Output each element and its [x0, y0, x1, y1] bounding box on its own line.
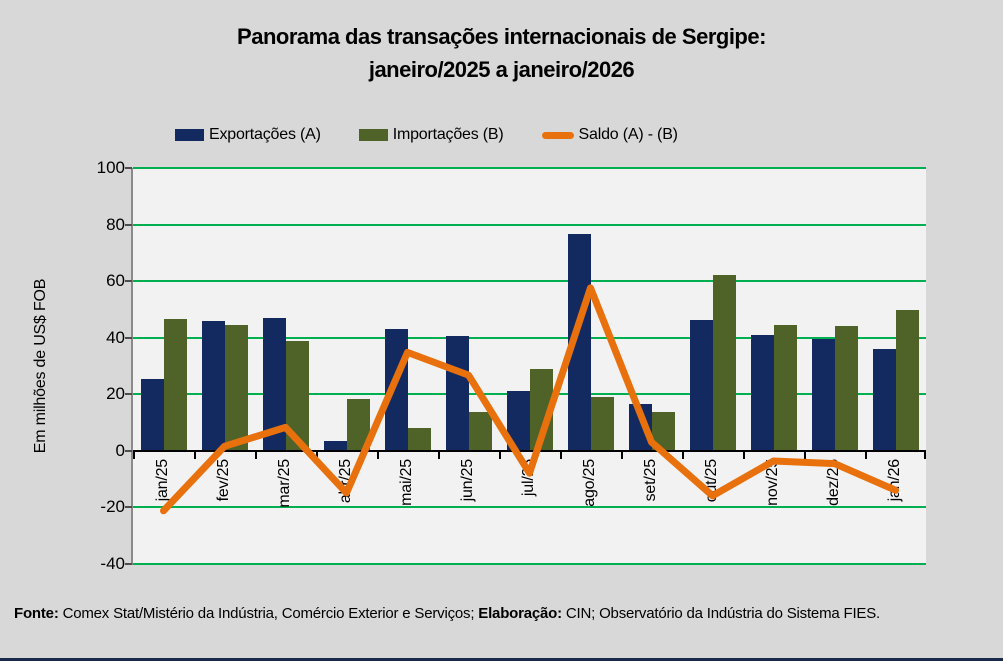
bar-importacoes-dez-25	[835, 326, 858, 450]
bar-importacoes-out-25	[713, 275, 736, 451]
bar-exportacoes-abr-25	[324, 441, 347, 451]
bar-exportacoes-out-25	[690, 320, 713, 451]
x-axis-tick	[865, 450, 867, 459]
bar-exportacoes-fev-25	[202, 321, 225, 451]
bar-exportacoes-set-25	[629, 404, 652, 451]
importacoes-swatch	[358, 129, 388, 141]
bar-importacoes-mar-25	[286, 341, 309, 450]
gridline-100	[133, 167, 926, 169]
bar-importacoes-mai-25	[408, 428, 431, 451]
saldo-polyline	[160, 284, 899, 515]
legend-label-saldo: Saldo (A) - (B)	[578, 126, 678, 143]
x-axis-line	[133, 450, 926, 452]
bar-exportacoes-mar-25	[263, 318, 286, 451]
y-axis-tick-label-60: 60	[106, 271, 125, 291]
y-axis-tick	[125, 336, 132, 339]
y-axis-tick-label-40: 40	[106, 327, 125, 347]
chart-title: Panorama das transações internacionais d…	[0, 20, 1003, 86]
y-axis-tick	[125, 223, 132, 226]
bar-exportacoes-jan-26	[873, 349, 896, 451]
bar-importacoes-ago-25	[591, 397, 614, 450]
bar-exportacoes-jan-25	[141, 379, 164, 451]
y-axis-tick	[125, 449, 132, 452]
legend-item-saldo: Saldo (A) - (B)	[541, 126, 678, 144]
gridline-60	[133, 280, 926, 282]
bar-exportacoes-ago-25	[568, 234, 591, 450]
x-axis-tick	[316, 450, 318, 459]
source-note: Fonte: Comex Stat/Mistério da Indústria,…	[14, 602, 992, 625]
x-axis-tick	[621, 450, 623, 459]
source-label: Fonte:	[14, 605, 59, 622]
x-axis-tick	[499, 450, 501, 459]
bar-importacoes-fev-25	[225, 325, 248, 451]
bar-exportacoes-jun-25	[446, 336, 469, 451]
bar-exportacoes-dez-25	[812, 339, 835, 451]
y-axis-tick-label--40: -40	[100, 554, 125, 573]
legend: Exportações (A) Importações (B) Saldo (A…	[175, 124, 678, 146]
legend-item-importacoes: Importações (B)	[358, 126, 504, 144]
bar-exportacoes-nov-25	[751, 335, 774, 451]
x-axis-tick	[194, 450, 196, 459]
x-axis-tick	[133, 450, 135, 459]
bar-importacoes-jan-25	[164, 319, 187, 451]
gridline--20	[133, 506, 926, 508]
y-axis-tick	[125, 506, 132, 509]
y-axis-line	[131, 168, 133, 565]
elaboration-text: CIN; Observatório da Indústria do Sistem…	[561, 605, 880, 622]
y-axis-tick	[125, 167, 132, 169]
chart-title-line1: Panorama das transações internacionais d…	[237, 24, 766, 49]
y-axis-tick-label-100: 100	[96, 158, 125, 177]
elaboration-label: Elaboração:	[478, 605, 562, 622]
y-axis-tick	[125, 393, 132, 396]
x-axis-tick	[924, 450, 926, 459]
saldo-line	[160, 284, 899, 515]
gridline-80	[133, 224, 926, 226]
gridline-40	[133, 337, 926, 339]
x-axis-tick	[743, 450, 745, 459]
x-axis-tick	[377, 450, 379, 459]
legend-item-exportacoes: Exportações (A)	[175, 126, 321, 144]
y-axis-tick-label-0: 0	[115, 440, 125, 460]
chart-title-line2: janeiro/2025 a janeiro/2026	[368, 57, 635, 82]
y-axis-tick	[125, 280, 132, 283]
x-axis-tick	[560, 450, 562, 459]
bar-importacoes-jan-26	[896, 310, 919, 451]
y-axis-tick-label-20: 20	[106, 384, 125, 404]
y-axis-tick-label-80: 80	[106, 214, 125, 234]
x-axis-tick	[804, 450, 806, 459]
bar-importacoes-jul-25	[530, 369, 553, 451]
saldo-swatch	[541, 131, 574, 139]
y-axis-tick-label--20: -20	[100, 497, 125, 517]
gridline--40	[133, 563, 926, 565]
plot-area	[133, 167, 926, 565]
exportacoes-swatch	[175, 129, 204, 141]
bar-importacoes-abr-25	[347, 399, 370, 451]
y-axis-tick	[125, 563, 132, 565]
source-text: Comex Stat/Mistério da Indústria, Comérc…	[58, 605, 479, 622]
legend-label-importacoes: Importações (B)	[392, 126, 504, 143]
x-axis-tick	[438, 450, 440, 459]
bar-exportacoes-jul-25	[507, 391, 530, 451]
bar-importacoes-nov-25	[774, 325, 797, 451]
x-axis-tick	[255, 450, 257, 459]
bottom-border	[0, 658, 1003, 661]
bar-importacoes-jun-25	[469, 412, 492, 451]
legend-label-exportacoes: Exportações (A)	[209, 126, 321, 143]
bar-importacoes-set-25	[652, 412, 675, 450]
x-axis-tick	[682, 450, 684, 459]
y-axis-title: Em milhões de US$ FOB	[32, 278, 49, 454]
